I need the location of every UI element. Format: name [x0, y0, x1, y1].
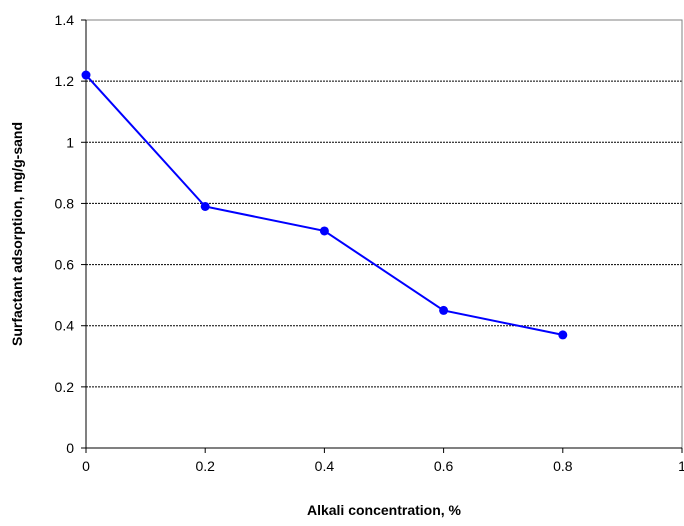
- y-tick-label: 0: [66, 440, 74, 456]
- y-tick-label: 1.2: [55, 73, 75, 89]
- y-tick-label: 0.8: [55, 195, 75, 211]
- x-tick-label: 0: [82, 458, 90, 474]
- data-point: [81, 70, 91, 80]
- y-tick-label: 0.6: [55, 257, 75, 273]
- series-line: [85, 74, 564, 336]
- y-axis-title: Surfactant adsorption, mg/g-sand: [9, 122, 25, 346]
- x-tick-label: 0.4: [315, 458, 335, 474]
- gridlines: [86, 80, 682, 388]
- x-axis-title: Alkali concentration, %: [307, 502, 462, 518]
- data-point: [319, 226, 329, 236]
- x-tick-label: 0.6: [434, 458, 454, 474]
- y-tick-label: 0.4: [55, 318, 75, 334]
- y-tick-label: 1.4: [55, 12, 75, 28]
- plot-area-frame: [85, 19, 683, 449]
- x-tick-label: 0.8: [553, 458, 573, 474]
- data-point: [558, 330, 568, 340]
- y-tick-label: 0.2: [55, 379, 75, 395]
- data-point: [439, 305, 449, 315]
- data-series: [81, 70, 568, 340]
- data-point: [200, 201, 210, 211]
- x-tick-label: 0.2: [195, 458, 215, 474]
- axis-ticks: 0 0.2 0.4 0.6 0.8 1 1.2 1.4 0 0.2 0.4 0.6 0.8 1: [55, 12, 684, 474]
- y-tick-label: 1: [66, 134, 74, 150]
- x-tick-label: 1: [678, 458, 684, 474]
